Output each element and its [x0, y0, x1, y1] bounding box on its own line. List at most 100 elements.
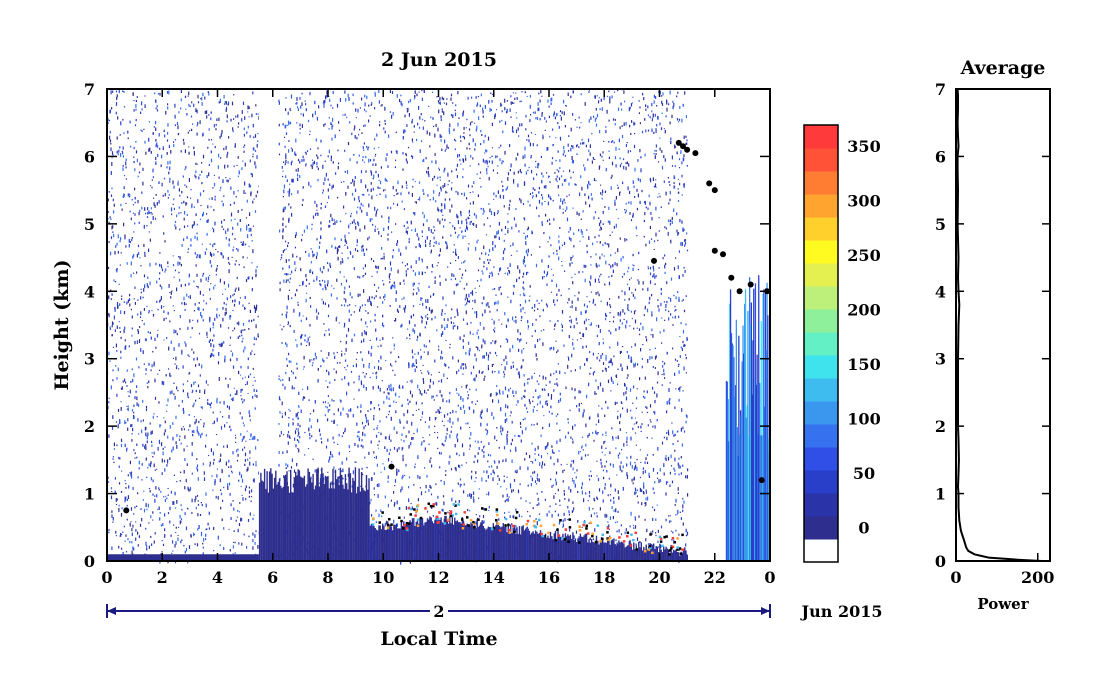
noise-pixel [649, 116, 651, 119]
noise-pixel [493, 320, 495, 325]
noise-pixel [437, 218, 439, 222]
noise-pixel [423, 214, 425, 219]
noise-pixel [205, 492, 207, 496]
noise-pixel [360, 179, 362, 184]
noise-pixel [661, 165, 664, 170]
noise-pixel [188, 355, 190, 357]
noise-pixel [109, 130, 111, 134]
noise-pixel [678, 370, 680, 374]
noise-pixel [466, 221, 468, 225]
noise-pixel [475, 214, 477, 219]
noise-pixel [167, 460, 169, 464]
noise-pixel [497, 230, 499, 234]
noise-pixel [393, 491, 395, 494]
noise-pixel [169, 506, 171, 511]
noise-pixel [610, 254, 612, 257]
noise-pixel [652, 334, 654, 338]
noise-pixel [504, 272, 506, 274]
noise-pixel [189, 105, 191, 107]
noise-pixel [604, 440, 606, 443]
noise-pixel [512, 316, 514, 321]
noise-pixel [460, 163, 462, 165]
noise-pixel [252, 123, 254, 128]
noise-pixel [395, 223, 397, 225]
noise-pixel [635, 444, 637, 446]
noise-pixel [567, 143, 569, 147]
noise-pixel [349, 451, 351, 453]
noise-pixel [124, 326, 126, 330]
noise-pixel [534, 303, 536, 308]
noise-pixel [571, 257, 573, 259]
noise-pixel [254, 149, 257, 152]
noise-pixel [498, 287, 500, 291]
noise-pixel [230, 503, 232, 507]
noise-pixel [368, 203, 370, 208]
noise-pixel [169, 180, 171, 183]
noise-pixel [173, 207, 175, 211]
noise-pixel [685, 354, 687, 356]
noise-pixel [131, 409, 133, 412]
noise-pixel [257, 545, 259, 549]
noise-pixel [176, 365, 178, 367]
noise-pixel [677, 363, 680, 366]
noise-pixel [116, 150, 118, 154]
noise-pixel [125, 202, 127, 204]
noise-pixel [150, 461, 152, 465]
noise-pixel [198, 254, 200, 258]
noise-pixel [665, 518, 667, 522]
noise-pixel [581, 445, 583, 448]
noise-pixel [593, 216, 595, 220]
noise-pixel [202, 211, 204, 216]
noise-pixel [674, 406, 676, 409]
noise-pixel [286, 305, 288, 310]
noise-pixel [428, 489, 430, 492]
noise-pixel [548, 255, 550, 258]
noise-pixel [282, 222, 284, 227]
noise-pixel [196, 163, 198, 165]
noise-pixel [504, 225, 507, 229]
noise-pixel [485, 479, 487, 482]
noise-pixel [601, 465, 603, 468]
noise-pixel [168, 144, 170, 149]
noise-pixel [167, 265, 169, 268]
noise-pixel [545, 213, 547, 217]
noise-pixel [315, 439, 317, 442]
noise-pixel [466, 283, 468, 286]
noise-pixel [292, 418, 294, 421]
noise-pixel [181, 399, 183, 403]
noise-pixel [376, 133, 378, 137]
noise-pixel [237, 448, 239, 451]
noise-pixel [131, 541, 133, 544]
noise-pixel [202, 213, 204, 217]
noise-pixel [213, 354, 215, 357]
noise-pixel [649, 543, 651, 545]
noise-pixel [421, 416, 423, 418]
noise-pixel [296, 289, 298, 292]
noise-pixel [635, 407, 637, 409]
noise-pixel [396, 240, 399, 244]
noise-pixel [529, 285, 531, 288]
noise-pixel [611, 427, 613, 430]
noise-pixel [499, 286, 502, 288]
noise-pixel [569, 169, 571, 173]
noise-pixel [137, 492, 139, 495]
noise-pixel [362, 267, 364, 270]
noise-pixel [663, 363, 665, 365]
noise-pixel [229, 263, 231, 265]
noise-pixel [136, 402, 138, 406]
noise-pixel [209, 403, 211, 407]
noise-pixel [547, 201, 549, 206]
noise-pixel [219, 100, 221, 103]
noise-pixel [581, 186, 583, 191]
noise-pixel [647, 129, 650, 132]
noise-pixel [373, 415, 375, 417]
noise-pixel [494, 244, 496, 248]
noise-pixel [455, 251, 457, 256]
noise-pixel [470, 371, 472, 375]
noise-pixel [457, 256, 459, 259]
noise-pixel [637, 426, 639, 429]
noise-pixel [595, 430, 597, 434]
noise-pixel [115, 530, 117, 534]
noise-pixel [634, 432, 637, 434]
noise-pixel [157, 329, 159, 331]
